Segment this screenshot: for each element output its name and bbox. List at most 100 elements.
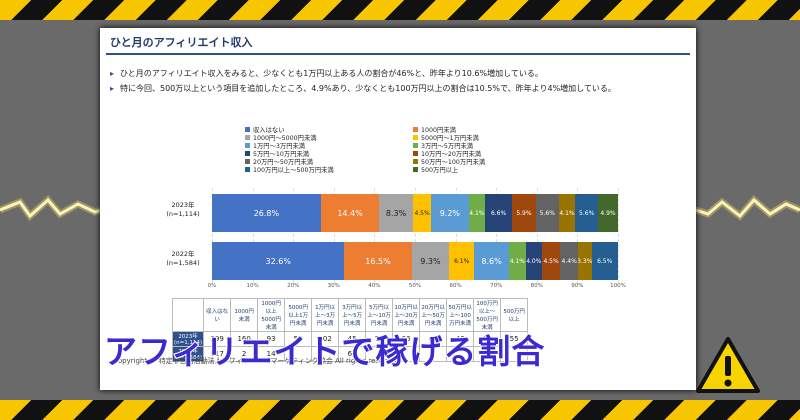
bar-segment: 8.3%: [379, 194, 413, 232]
y-label-2022-n: (n=1,584): [166, 259, 200, 267]
bar-segment: 6.5%: [591, 242, 618, 280]
data-label: 4.5%: [543, 257, 559, 265]
legend-label: 50万円～100万円未満: [421, 158, 486, 166]
gridline: [333, 188, 335, 283]
y-label-2022-year: 2022年: [171, 250, 195, 258]
table-cell: [500, 346, 529, 362]
gridline: [212, 188, 213, 283]
x-tick-label: 10%: [246, 283, 259, 289]
legend-item: 1000円～5000円未満: [245, 133, 405, 142]
bar-segment: 4.1%: [558, 194, 576, 232]
legend-swatch: [245, 158, 250, 164]
legend-swatch: [413, 134, 418, 140]
bar-segment: 5.6%: [575, 194, 599, 232]
chart-legend: 収入はない 1000円未満 1000円～5000円未満 5000円～1万円未満 1万円～…: [245, 125, 605, 174]
data-label: 3.3%: [578, 257, 592, 265]
legend-item: 収入はない: [245, 125, 405, 134]
table-row: 2022年(n=1,584) 517 2 14 65: [171, 346, 529, 362]
table-header: 収入はない: [203, 298, 232, 332]
gridline: [374, 188, 376, 283]
legend-label: 500万円以上: [421, 166, 459, 174]
bar-segment: 14.4%: [320, 194, 380, 232]
data-label: 8.3%: [385, 208, 407, 218]
bar-segment: 26.8%: [212, 194, 321, 232]
gridline: [536, 188, 538, 283]
legend-label: 100万円以上～500万円未満: [253, 166, 334, 174]
legend-label: 1000円～5000円未満: [253, 134, 317, 142]
data-label: 4.9%: [600, 209, 616, 217]
bar-segment: 6.6%: [485, 194, 512, 232]
table-header: 500万円以上: [500, 298, 529, 332]
bar-segment: 5.9%: [511, 194, 536, 232]
gridline: [455, 188, 457, 283]
x-tick-label: 30%: [327, 283, 340, 289]
data-label: 5.6%: [579, 209, 595, 217]
data-label: 9.2%: [439, 208, 461, 218]
table-cell: 14: [257, 346, 286, 362]
legend-item: 500万円以上: [413, 165, 573, 174]
gridline: [415, 188, 416, 283]
legend-item: 20万円～50万円未満: [245, 157, 405, 166]
legend-label: 3万円～5万円未満: [421, 142, 474, 150]
bar-segment: 32.6%: [212, 242, 345, 280]
y-label-2023-n: (n=1,114): [166, 210, 200, 218]
data-label: 14.4%: [337, 208, 363, 218]
legend-item: 50万円～100万円未満: [413, 157, 573, 166]
data-label: 4.1%: [559, 209, 575, 217]
legend-label: 5000円～1万円未満: [421, 134, 479, 142]
bar-segment: 8.6%: [474, 242, 510, 280]
data-label: 4.0%: [526, 257, 542, 265]
bar-segment: 4.0%: [525, 242, 542, 280]
y-label-2022: 2022年 (n=1,584): [158, 250, 208, 268]
bar-segment: 5.6%: [535, 194, 559, 232]
x-tick-label: 0%: [207, 283, 217, 289]
legend-label: 収入はない: [253, 126, 285, 134]
bar-segment: 6.1%: [449, 242, 475, 280]
hazard-stripe-top: [0, 0, 800, 20]
hazard-stripe-bottom: [0, 400, 800, 420]
copyright: copyright © 特定非営利活動法人アフィリエイトマーケティング協会 Al…: [114, 357, 402, 365]
table-header: 1000円未満: [230, 298, 259, 332]
bar-segment: 4.9%: [598, 194, 618, 232]
table-header: 50万円以上～100万円未満: [446, 298, 475, 332]
gridline: [577, 188, 579, 283]
data-label: 4.1%: [509, 257, 525, 265]
legend-label: 5万円～10万円未満: [253, 150, 310, 158]
legend-label: 1000円未満: [421, 126, 456, 134]
gridline: [618, 188, 619, 283]
slide-title: ひと月のアフィリエイト収入: [110, 36, 253, 49]
bar-segment: 4.5%: [412, 194, 432, 232]
x-tick-label: 100%: [610, 283, 626, 289]
title-rule: [106, 53, 690, 55]
table-header: 20万円以上～50万円未満: [419, 298, 448, 332]
bar-segment: 4.1%: [468, 194, 486, 232]
table-cell: 2: [230, 346, 259, 362]
data-label: 5.9%: [516, 209, 532, 217]
lightning-left-icon: [0, 195, 110, 222]
table-row-label: 2022年(n=1,584): [171, 346, 205, 362]
legend-swatch: [245, 126, 250, 132]
data-label: 32.6%: [265, 256, 291, 266]
table-row-label: 2023年(n=1,114): [171, 331, 205, 347]
bar-segment: 9.3%: [411, 242, 450, 280]
x-tick-label: 70%: [490, 283, 503, 289]
bullet-2: 特に今回、500万以上という項目を追加したところ、4.9%あり、少なくとも100…: [110, 83, 690, 95]
bar-2023: 26.8% 14.4% 8.3% 4.5% 9.2% 4.1% 6.6% 5.9% 5.6% 4.…: [212, 194, 618, 232]
gridline: [496, 188, 498, 283]
legend-swatch: [245, 166, 250, 172]
data-label: 5.6%: [539, 209, 555, 217]
x-tick-label: 40%: [368, 283, 381, 289]
bar-2022: 32.6% 16.5% 9.3% 6.1% 8.6% 4.1% 4.0% 4.5% 4.4% 3.…: [212, 242, 618, 280]
legend-label: 10万円～20万円未満: [421, 150, 482, 158]
table-header: 3万円以上～5万円未満: [338, 298, 367, 332]
legend-item: 1000円未満: [413, 125, 573, 134]
y-label-2023: 2023年 (n=1,114): [158, 201, 208, 219]
x-tick-label: 90%: [571, 283, 584, 289]
data-label: 4.4%: [561, 257, 577, 265]
data-label: 4.5%: [414, 209, 430, 217]
x-tick-label: 20%: [287, 283, 300, 289]
legend-swatch: [413, 158, 418, 164]
bar-segment: 9.2%: [431, 194, 469, 232]
table-header: 10万円以上～20万円未満: [392, 298, 421, 332]
legend-item: 10万円～20万円未満: [413, 149, 573, 158]
